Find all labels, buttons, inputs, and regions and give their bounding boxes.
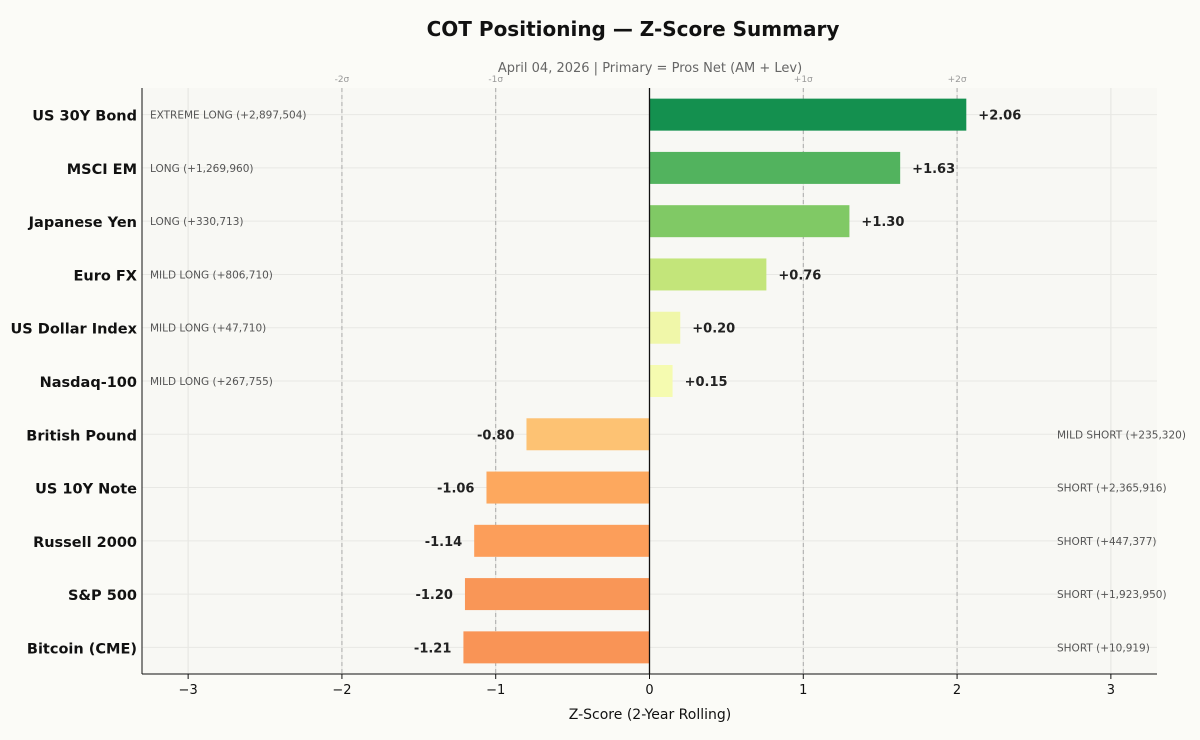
annotation: MILD LONG (+47,710) [150,323,266,335]
x-tick-label: 0 [645,683,653,698]
x-axis-label: Z-Score (2-Year Rolling) [569,707,731,723]
category-label: US 10Y Note [35,482,137,498]
category-label: Russell 2000 [33,535,137,551]
data-label: -1.21 [414,641,451,656]
annotation: LONG (+330,713) [150,216,243,228]
category-label: Japanese Yen [28,215,137,231]
bar [474,524,650,557]
chart-subtitle: April 04, 2026 | Primary = Pros Net (AM … [498,61,802,76]
category-label: Nasdaq-100 [40,375,137,391]
x-tick-label: −2 [332,683,351,698]
annotation: SHORT (+447,377) [1057,536,1157,548]
bar [526,418,650,451]
annotation: MILD LONG (+267,755) [150,376,273,388]
data-label: +1.30 [861,215,904,230]
x-tick-label: −1 [486,683,505,698]
chart-title: COT Positioning — Z-Score Summary [427,17,840,41]
x-tick-label: 2 [953,683,961,698]
data-label: -1.14 [425,535,462,550]
sigma-label: +2σ [948,75,967,85]
data-label: -0.80 [477,428,514,443]
annotation: MILD LONG (+806,710) [150,269,273,281]
bar [649,98,967,131]
bar [649,205,850,238]
bar [649,365,673,397]
data-label: -1.20 [415,588,452,603]
category-label: US Dollar Index [11,322,138,338]
category-label: MSCI EM [67,162,137,178]
data-label: -1.06 [437,482,474,497]
annotation: MILD SHORT (+235,320) [1057,429,1186,441]
data-label: +0.15 [685,375,728,390]
annotation: SHORT (+10,919) [1057,642,1150,654]
data-label: +0.20 [692,322,735,337]
x-tick-label: −3 [179,683,198,698]
bar [649,311,681,344]
data-label: +0.76 [778,268,821,283]
sigma-label: -2σ [335,75,350,85]
category-label: S&P 500 [68,588,137,604]
x-tick-label: 3 [1107,683,1115,698]
bar [649,151,901,184]
x-tick-label: 1 [799,683,807,698]
bar [649,258,767,291]
data-label: +2.06 [978,109,1021,124]
annotation: LONG (+1,269,960) [150,163,254,175]
sigma-label: +1σ [794,75,813,85]
category-label: Bitcoin (CME) [27,641,137,657]
bar [463,631,650,664]
annotation: EXTREME LONG (+2,897,504) [150,110,307,122]
bar [486,471,650,504]
annotation: SHORT (+2,365,916) [1057,483,1167,495]
category-label: US 30Y Bond [32,109,137,125]
data-label: +1.63 [912,162,955,177]
sigma-label: -1σ [488,75,503,85]
category-label: British Pound [26,428,137,444]
bar [464,578,650,611]
annotation: SHORT (+1,923,950) [1057,589,1167,601]
category-label: Euro FX [74,268,137,284]
